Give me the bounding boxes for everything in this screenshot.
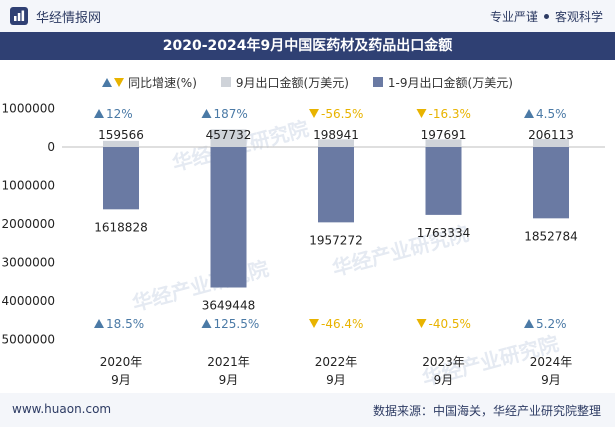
yoy-sept: 12%: [94, 107, 133, 121]
footer-bar: [0, 393, 615, 427]
bar-cumulative: [318, 147, 354, 223]
top-bar: [0, 0, 615, 32]
x-tick-label: 2021年: [207, 355, 250, 369]
bar-sept: [533, 139, 569, 147]
bar-sept: [425, 139, 462, 147]
yoy-cumulative-value: -46.4%: [321, 317, 363, 331]
triangle-down-icon: [309, 319, 319, 328]
yoy-sept-value: 187%: [214, 107, 248, 121]
triangle-down-icon: [416, 109, 427, 118]
y-tick-label: 1000000: [2, 102, 55, 116]
y-tick-label: 0: [47, 140, 55, 154]
data-label-sept: 198941: [313, 128, 359, 142]
yoy-sept: -16.3%: [416, 107, 471, 121]
triangle-up-icon: [201, 319, 212, 328]
yoy-sept-value: -56.5%: [321, 107, 363, 121]
x-tick-label: 9月: [219, 373, 239, 387]
bar-cumulative: [533, 147, 569, 219]
yoy-cumulative: -46.4%: [309, 317, 363, 331]
yoy-cumulative-value: 5.2%: [536, 317, 567, 331]
y-tick-label: 3000000: [2, 256, 55, 270]
yoy-sept: 187%: [201, 107, 248, 121]
legend-label-cumulative: 1-9月出口金额(万美元): [387, 75, 513, 90]
yoy-cumulative-value: 18.5%: [106, 317, 144, 331]
tagline-right: 客观科学: [554, 10, 603, 24]
triangle-up-icon: [94, 109, 104, 118]
triangle-up-icon: [524, 109, 534, 118]
yoy-cumulative: 18.5%: [94, 317, 144, 331]
yoy-sept: 4.5%: [524, 107, 567, 121]
data-label-sept: 457732: [206, 128, 252, 142]
bar-chart: 1000000 0 1000000 2000000 3000000 4000000 5000…: [2, 102, 605, 387]
yoy-cumulative-value: -40.5%: [429, 317, 471, 331]
y-tick-label: 2000000: [2, 217, 55, 231]
y-tick-label: 5000000: [2, 333, 55, 347]
legend-swatch-sept: [220, 77, 231, 87]
chart-legend: 同比增速(%) 9月出口金额(万美元) 1-9月出口金额(万美元): [0, 72, 615, 92]
footer-site: www.huaon.com: [12, 402, 112, 416]
legend-swatch-cumulative: [372, 77, 383, 87]
brand: 华经情报网: [10, 7, 102, 26]
separator-dot-icon: [543, 14, 549, 19]
footer-source: 数据来源：中国海关，华经产业研究院整理: [372, 404, 601, 418]
yoy-sept: -56.5%: [309, 107, 363, 121]
data-label-sept: 197691: [421, 128, 467, 142]
triangle-down-icon: [114, 77, 125, 87]
legend-item-cumulative: 1-9月出口金额(万美元): [372, 74, 513, 91]
x-tick-label: 2023年: [422, 355, 465, 369]
x-tick-label: 9月: [326, 373, 346, 387]
x-tick-label: 2022年: [315, 355, 358, 369]
triangle-up-icon: [201, 109, 212, 118]
triangle-up-icon: [524, 319, 534, 328]
yoy-cumulative-value: 125.5%: [214, 317, 260, 331]
triangle-down-icon: [309, 109, 319, 118]
data-label-cumulative: 1852784: [524, 229, 577, 243]
tagline-left: 专业严谨: [489, 10, 538, 24]
bar-cumulative: [103, 147, 139, 210]
bar-cumulative: [210, 147, 247, 288]
logo-icon: [10, 7, 28, 25]
x-tick-label: 9月: [541, 373, 561, 387]
legend-item-yoy: 同比增速(%): [102, 74, 197, 91]
data-label-sept: 206113: [528, 128, 574, 142]
tagline: 专业严谨 客观科学: [490, 8, 603, 25]
legend-item-sept: 9月出口金额(万美元): [220, 74, 349, 91]
yoy-cumulative: 125.5%: [201, 317, 260, 331]
triangle-up-icon: [102, 77, 113, 87]
y-tick-label: 1000000: [2, 179, 55, 193]
y-tick-label: 4000000: [2, 294, 55, 308]
chart-title: 2020-2024年9月中国医药材及药品出口金额: [162, 38, 453, 54]
brand-name: 华经情报网: [36, 10, 102, 26]
yoy-sept-value: 4.5%: [536, 107, 567, 121]
legend-label-yoy: 同比增速(%): [128, 75, 197, 90]
yoy-cumulative: -40.5%: [416, 317, 471, 331]
yoy-sept-value: -16.3%: [429, 107, 471, 121]
yoy-cumulative: 5.2%: [524, 317, 567, 331]
x-tick-label: 9月: [111, 373, 131, 387]
x-tick-label: 2020年: [100, 355, 143, 369]
data-label-cumulative: 3649448: [202, 299, 255, 313]
yoy-sept-value: 12%: [106, 107, 133, 121]
triangle-down-icon: [416, 319, 427, 328]
bar-cumulative: [425, 147, 462, 215]
bar-sept: [103, 140, 139, 147]
legend-label-sept: 9月出口金额(万美元): [235, 75, 349, 90]
data-label-sept: 159566: [98, 128, 144, 142]
x-tick-label: 2024年: [530, 355, 573, 369]
data-label-cumulative: 1763334: [417, 226, 470, 240]
bar-sept: [210, 129, 247, 147]
x-tick-label: 9月: [434, 373, 454, 387]
data-label-cumulative: 1957272: [309, 233, 362, 247]
data-label-cumulative: 1618828: [94, 220, 147, 234]
bar-sept: [318, 139, 354, 147]
title-bar: [0, 32, 615, 60]
triangle-up-icon: [94, 319, 104, 328]
